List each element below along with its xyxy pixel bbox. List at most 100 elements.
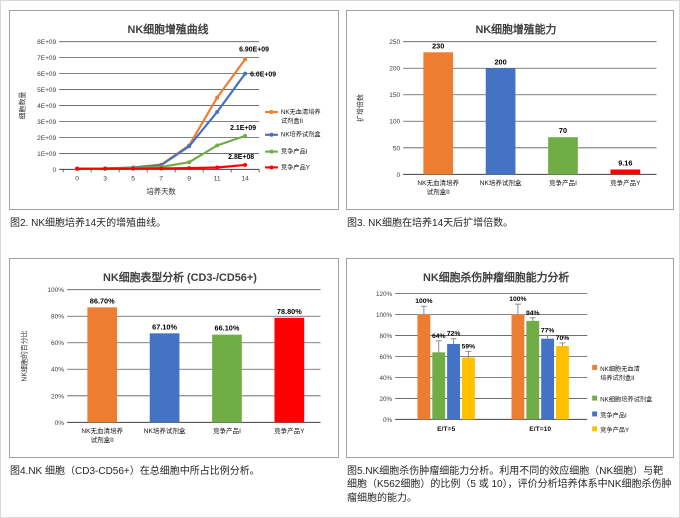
bar-blue xyxy=(485,68,516,175)
bar-value-label: 59% xyxy=(462,343,475,350)
legend-marker-dot xyxy=(269,165,274,170)
y-tick-label: 100% xyxy=(376,312,393,319)
x-tick-label: 0 xyxy=(75,175,79,182)
bar-green xyxy=(548,137,578,175)
x-tick-label: 5 xyxy=(131,175,135,182)
bar-red xyxy=(274,318,305,423)
y-tick-label: 60% xyxy=(380,354,393,361)
y-tick-label: 8E+09 xyxy=(37,39,56,46)
chart-title: NK细胞增殖曲线 xyxy=(128,22,209,36)
series-line-blue xyxy=(77,72,247,170)
y-tick-label: 0% xyxy=(383,417,393,424)
bar-value-label: 66.10% xyxy=(215,324,240,333)
cytotoxicity-grouped-bar-chart: NK细胞杀伤肿瘤细胞能力分析 0% 20% 40% 60% 80% 100% 120% 100%… xyxy=(376,270,653,434)
legend-label: 竞争产品I xyxy=(600,412,627,420)
bar-value-label: 77% xyxy=(541,328,554,335)
bar-green xyxy=(212,334,242,423)
legend-swatch xyxy=(592,411,598,417)
x-tick-label: 7 xyxy=(159,175,163,182)
y-tick-label: 20% xyxy=(51,393,64,400)
chart-panel-expansion-fold: NK细胞增殖能力 0 50 100 150 200 250 扩增倍数 230 NK无血清培养 试剂盒… xyxy=(346,10,674,210)
bar-orange xyxy=(511,314,525,420)
category-label: 试剂盒II xyxy=(91,435,114,444)
end-value-label: 2.1E+09 xyxy=(230,125,256,132)
legend-label: 培养试剂盒II xyxy=(600,374,635,382)
proliferation-line-chart: NK细胞增殖曲线 0 1E+09 2E+09 3E+09 4E+09 5E+09 6E+09 7… xyxy=(18,22,322,196)
legend-swatch xyxy=(592,395,598,401)
series-line-orange xyxy=(77,58,247,170)
bar-orange xyxy=(423,52,454,175)
bar-value-label: 100% xyxy=(415,298,432,305)
category-label: 竞争产品I xyxy=(213,426,241,435)
legend-label: NK细胞无血清 xyxy=(600,365,640,373)
category-label: 竞争产品Y xyxy=(274,426,305,435)
category-label: NK培养试剂盒 xyxy=(480,178,522,187)
legend-label: NK细胞培养试剂盒 xyxy=(600,396,653,404)
bar-orange xyxy=(417,314,431,420)
chart-title: NK细胞杀伤肿瘤细胞能力分析 xyxy=(423,270,569,284)
figure-5-caption: 图5.NK细胞杀伤肿瘤细能力分析。利用不同的效应细胞（NK细胞）与靶细胞（K56… xyxy=(347,466,672,504)
y-tick-label: 100% xyxy=(47,287,64,294)
bar-blue xyxy=(149,333,180,423)
bar-green xyxy=(526,321,540,420)
bar-value-label: 9.16 xyxy=(618,159,632,168)
figure-2-caption: 图2. NK细胞培养14天的增殖曲线。 xyxy=(10,218,167,229)
bar-green xyxy=(432,352,446,420)
figure-4-cell: NK细胞表型分析 (CD3-/CD56+) 0% 20% 40% 60% 80% 100% N… xyxy=(9,258,339,505)
data-marker xyxy=(243,133,248,138)
data-marker xyxy=(215,143,220,148)
x-tick-label: 11 xyxy=(214,175,221,182)
y-tick-label: 80% xyxy=(51,314,64,321)
chart-title: NK细胞增殖能力 xyxy=(475,22,556,36)
data-marker xyxy=(243,71,248,76)
data-marker xyxy=(75,166,80,171)
data-marker xyxy=(187,166,192,171)
data-marker xyxy=(215,109,220,114)
x-tick-label: 3 xyxy=(103,175,107,182)
legend-marker-dot xyxy=(269,110,274,114)
data-marker xyxy=(243,57,248,62)
data-marker xyxy=(159,166,164,171)
data-marker xyxy=(215,95,220,100)
data-marker xyxy=(103,166,108,171)
category-label: NK无血清培养 xyxy=(81,426,123,435)
y-tick-label: 2E+09 xyxy=(37,135,56,142)
y-tick-label: 40% xyxy=(380,375,393,382)
data-marker xyxy=(215,165,220,170)
y-axis-title: 扩增倍数 xyxy=(355,94,364,122)
bar-red xyxy=(610,169,641,175)
chart-panel-proliferation-curve: NK细胞增殖曲线 0 1E+09 2E+09 3E+09 4E+09 5E+09 6E+09 7… xyxy=(9,10,339,210)
bar-orange xyxy=(87,307,118,423)
data-marker xyxy=(187,160,192,165)
category-label: NK培养试剂盒 xyxy=(144,426,186,435)
chart-title: NK细胞表型分析 (CD3-/CD56+) xyxy=(103,270,257,284)
y-tick-label: 60% xyxy=(51,340,64,347)
figure-5-cell: NK细胞杀伤肿瘤细胞能力分析 0% 20% 40% 60% 80% 100% 120% 100%… xyxy=(346,258,674,505)
y-tick-label: 0% xyxy=(55,420,65,427)
y-tick-label: 120% xyxy=(376,291,393,298)
figure-3-cell: NK细胞增殖能力 0 50 100 150 200 250 扩增倍数 230 NK无血清培养 试剂盒… xyxy=(346,10,674,258)
data-marker xyxy=(131,166,136,171)
y-tick-label: 4E+09 xyxy=(37,103,56,110)
y-tick-label: 1E+09 xyxy=(37,151,56,158)
bar-value-label: 70 xyxy=(559,126,567,135)
y-tick-label: 40% xyxy=(51,367,64,374)
bar-value-label: 67.10% xyxy=(152,323,177,332)
bar-blue xyxy=(447,344,461,420)
x-tick-label: 14 xyxy=(241,175,249,182)
category-label: 试剂盒II xyxy=(427,187,450,196)
y-tick-label: 5E+09 xyxy=(37,87,56,94)
y-tick-label: 150 xyxy=(389,92,400,99)
chart-panel-cytotoxicity: NK细胞杀伤肿瘤细胞能力分析 0% 20% 40% 60% 80% 100% 120% 100%… xyxy=(346,258,674,459)
y-tick-label: 200 xyxy=(389,66,400,73)
legend-swatch xyxy=(592,365,598,371)
category-label: 竞争产品I xyxy=(549,178,577,187)
x-tick-label: 9 xyxy=(187,175,191,182)
y-tick-label: 6E+09 xyxy=(37,71,56,78)
figure-4-caption: 图4.NK 细胞（CD3-CD56+）在总细胞中所占比例分析。 xyxy=(10,466,260,478)
legend-label: 试剂盒II xyxy=(281,117,303,125)
bar-yellow xyxy=(461,357,475,420)
bar-value-label: 200 xyxy=(494,57,506,66)
category-label: NK无血清培养 xyxy=(417,178,459,187)
